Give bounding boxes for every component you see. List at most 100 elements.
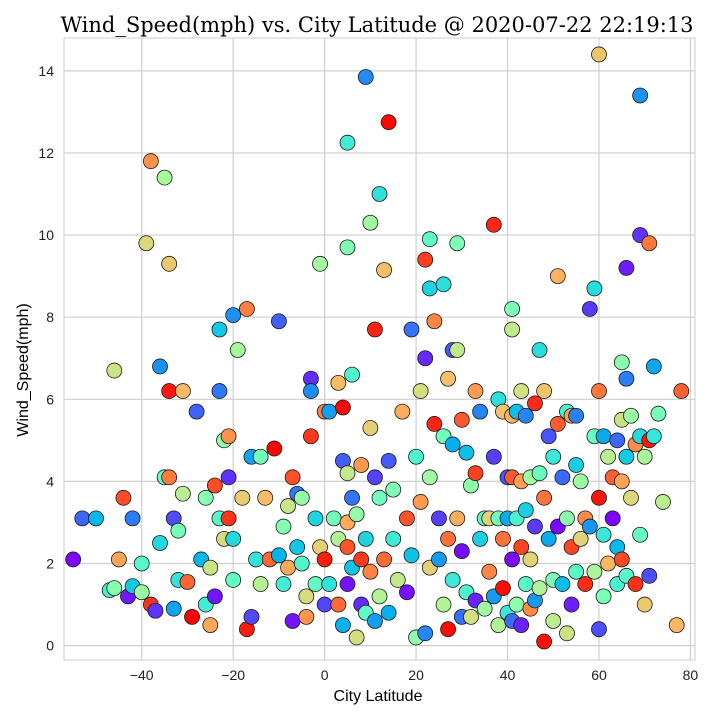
data-point xyxy=(517,407,534,424)
data-point xyxy=(581,301,598,317)
data-point xyxy=(467,383,484,399)
data-point xyxy=(344,489,360,506)
data-point xyxy=(531,342,548,358)
data-point xyxy=(303,383,319,399)
data-point xyxy=(133,555,150,572)
data-point xyxy=(229,342,246,358)
data-point xyxy=(147,602,164,619)
data-point xyxy=(513,383,530,399)
data-point xyxy=(362,563,379,580)
data-point xyxy=(632,87,649,104)
data-point xyxy=(275,576,292,592)
y-axis-label: Wind_Speed(mph) xyxy=(15,303,32,436)
x-tick-label: −40 xyxy=(130,667,154,683)
x-tick-label: 60 xyxy=(591,667,607,683)
data-point xyxy=(636,596,653,613)
data-point xyxy=(339,239,356,256)
data-point xyxy=(380,452,397,469)
data-point xyxy=(389,572,406,588)
data-point xyxy=(513,617,530,634)
y-tick-label: 2 xyxy=(46,556,54,572)
data-point xyxy=(357,69,374,85)
data-point xyxy=(527,395,543,412)
data-point xyxy=(275,518,292,535)
data-point xyxy=(115,489,132,506)
grid-lines xyxy=(64,38,695,660)
data-point xyxy=(559,625,575,642)
data-point xyxy=(316,551,333,568)
data-point xyxy=(536,489,553,506)
data-point xyxy=(106,580,123,597)
data-point xyxy=(421,231,438,248)
data-point xyxy=(636,448,653,465)
data-point xyxy=(202,617,219,634)
data-point xyxy=(225,572,242,588)
data-point xyxy=(371,186,388,202)
data-point xyxy=(600,555,617,572)
data-point xyxy=(220,428,237,445)
data-point xyxy=(417,251,434,268)
data-point xyxy=(179,574,196,590)
data-point xyxy=(572,473,589,490)
data-point xyxy=(280,559,296,576)
data-point xyxy=(220,510,237,527)
data-point xyxy=(289,539,306,555)
data-point xyxy=(165,600,182,617)
data-point xyxy=(426,313,443,330)
data-point xyxy=(440,621,456,638)
data-point xyxy=(367,613,383,629)
data-point xyxy=(495,580,511,597)
x-tick-label: 20 xyxy=(408,667,424,683)
data-point xyxy=(426,416,443,432)
data-point xyxy=(362,420,379,436)
data-point xyxy=(591,46,607,63)
data-point xyxy=(133,584,150,601)
data-point xyxy=(444,436,461,453)
data-point xyxy=(174,383,191,399)
data-point xyxy=(339,465,356,482)
data-point xyxy=(220,469,237,486)
data-point xyxy=(394,403,411,420)
data-point xyxy=(376,551,392,568)
data-point xyxy=(293,489,310,506)
data-point xyxy=(440,530,456,547)
data-point xyxy=(197,489,214,506)
data-point xyxy=(449,235,466,252)
data-point xyxy=(353,457,370,473)
data-point xyxy=(248,551,264,568)
y-tick-label: 14 xyxy=(38,63,54,79)
data-point xyxy=(490,617,507,634)
data-point xyxy=(531,580,548,597)
data-point xyxy=(554,469,571,486)
data-point xyxy=(540,530,557,547)
data-point xyxy=(380,604,397,621)
data-point xyxy=(206,588,223,605)
data-point xyxy=(421,280,438,297)
data-point xyxy=(618,370,635,387)
plot-frame xyxy=(63,37,696,661)
data-point xyxy=(517,576,534,592)
data-point xyxy=(211,383,228,399)
data-point xyxy=(485,216,502,233)
data-point xyxy=(504,321,521,338)
data-point xyxy=(435,276,452,293)
data-point xyxy=(517,502,534,519)
data-point xyxy=(353,551,370,568)
data-point xyxy=(613,473,630,490)
data-point xyxy=(284,613,301,629)
data-point xyxy=(604,510,621,527)
data-point xyxy=(668,617,685,634)
data-point xyxy=(476,600,493,617)
data-point xyxy=(536,383,553,399)
x-tick-label: −20 xyxy=(221,667,245,683)
data-point xyxy=(581,518,598,535)
data-point xyxy=(485,448,502,465)
data-point xyxy=(513,539,530,555)
x-tick-labels: −40 −20 0 20 40 60 80 xyxy=(130,667,699,683)
data-point xyxy=(65,551,82,568)
data-point xyxy=(623,407,639,424)
data-point xyxy=(431,510,447,527)
data-point xyxy=(202,559,219,576)
data-point xyxy=(280,498,296,514)
data-point xyxy=(335,399,351,416)
